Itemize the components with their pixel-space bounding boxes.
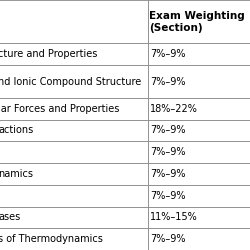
Bar (0, 98, 148, 120)
Text: 18%–22%: 18%–22% (150, 104, 198, 114)
Bar (148, 228, 250, 250)
Bar (0, 206, 148, 228)
Bar (148, 163, 250, 185)
Bar (0, 185, 148, 206)
Bar (0, 120, 148, 141)
Text: ases: ases (0, 212, 20, 222)
Text: cture and Properties: cture and Properties (0, 49, 98, 59)
Text: actions: actions (0, 126, 34, 136)
Bar (148, 98, 250, 120)
Bar (0, 44, 148, 65)
Text: 7%–9%: 7%–9% (150, 191, 185, 201)
Bar (148, 44, 250, 65)
Text: 7%–9%: 7%–9% (150, 76, 185, 86)
Bar (148, 206, 250, 228)
Bar (0, 228, 148, 250)
Bar (148, 0, 250, 44)
Text: 7%–9%: 7%–9% (150, 49, 185, 59)
Bar (0, 163, 148, 185)
Text: s of Thermodynamics: s of Thermodynamics (0, 234, 103, 244)
Bar (0, 65, 148, 98)
Text: nd Ionic Compound Structure: nd Ionic Compound Structure (0, 76, 142, 86)
Bar (148, 141, 250, 163)
Text: 11%–15%: 11%–15% (150, 212, 198, 222)
Text: Exam Weighting
(Section): Exam Weighting (Section) (149, 11, 245, 32)
Bar (0, 0, 148, 44)
Text: 7%–9%: 7%–9% (150, 147, 185, 157)
Text: 7%–9%: 7%–9% (150, 126, 185, 136)
Text: namics: namics (0, 169, 33, 179)
Bar (148, 120, 250, 141)
Text: lar Forces and Properties: lar Forces and Properties (0, 104, 120, 114)
Bar (148, 65, 250, 98)
Text: 7%–9%: 7%–9% (150, 234, 185, 244)
Bar (148, 185, 250, 206)
Bar (0, 141, 148, 163)
Text: 7%–9%: 7%–9% (150, 169, 185, 179)
